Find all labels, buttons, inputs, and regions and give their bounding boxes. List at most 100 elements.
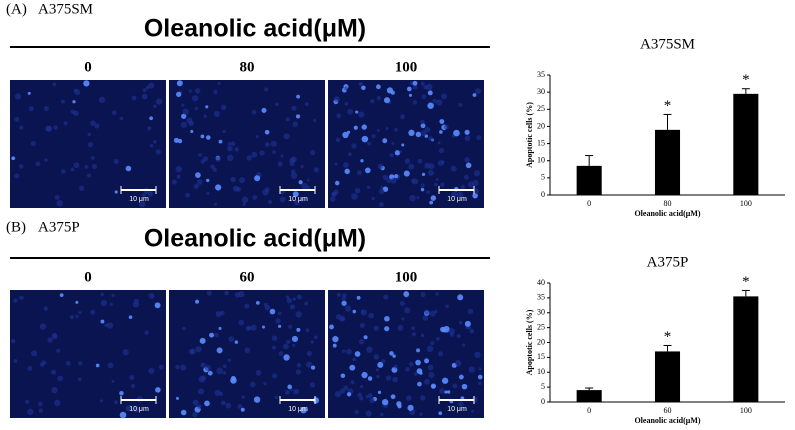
cell-nucleus bbox=[253, 396, 261, 403]
cell-nucleus bbox=[142, 88, 147, 93]
cell-nucleus bbox=[149, 116, 153, 121]
cell-nucleus bbox=[424, 162, 431, 169]
cell-nucleus bbox=[394, 150, 401, 156]
cell-nucleus bbox=[111, 110, 117, 115]
cell-nucleus bbox=[275, 318, 281, 324]
cell-nucleus bbox=[393, 364, 398, 369]
cell-nucleus bbox=[210, 164, 215, 170]
cell-nucleus bbox=[305, 361, 313, 368]
cell-nucleus bbox=[454, 360, 462, 367]
cell-nucleus bbox=[382, 138, 388, 144]
cell-nucleus bbox=[291, 105, 297, 111]
cell-nucleus bbox=[244, 303, 250, 309]
cell-nucleus bbox=[37, 401, 43, 407]
cell-nucleus bbox=[285, 117, 290, 122]
cell-nucleus bbox=[189, 348, 195, 355]
cell-nucleus bbox=[230, 141, 236, 147]
cell-nucleus bbox=[420, 123, 426, 129]
cell-nucleus bbox=[428, 372, 435, 379]
cell-nucleus bbox=[264, 87, 269, 92]
cell-nucleus bbox=[424, 378, 430, 385]
cell-nucleus bbox=[473, 170, 481, 177]
cell-nucleus bbox=[98, 96, 106, 103]
cell-nucleus bbox=[278, 351, 284, 357]
cell-nucleus bbox=[399, 150, 403, 154]
cell-nucleus bbox=[200, 134, 205, 139]
cell-nucleus bbox=[462, 343, 466, 347]
cell-nucleus bbox=[408, 163, 415, 170]
cell-nucleus bbox=[287, 384, 292, 390]
cell-nucleus bbox=[155, 98, 163, 105]
x-tick-label: 100 bbox=[740, 406, 752, 415]
cell-nucleus bbox=[399, 301, 405, 307]
cell-nucleus bbox=[358, 111, 365, 118]
cell-nucleus bbox=[254, 175, 261, 182]
cell-nucleus bbox=[283, 354, 290, 361]
cell-nucleus bbox=[381, 359, 386, 364]
cell-nucleus bbox=[358, 338, 365, 345]
cell-nucleus bbox=[188, 120, 194, 127]
cell-nucleus bbox=[73, 162, 80, 169]
cell-nucleus bbox=[355, 110, 359, 114]
y-tick-label: 25 bbox=[537, 322, 545, 331]
cell-nucleus bbox=[430, 195, 437, 201]
cell-nucleus bbox=[392, 376, 398, 383]
cell-nucleus bbox=[298, 180, 303, 185]
cell-nucleus bbox=[125, 165, 132, 172]
cell-nucleus bbox=[334, 391, 342, 398]
cell-nucleus bbox=[386, 87, 394, 94]
cell-nucleus bbox=[293, 388, 300, 395]
cell-nucleus bbox=[419, 412, 423, 416]
cell-nucleus bbox=[262, 189, 269, 196]
cell-nucleus bbox=[422, 315, 429, 321]
cell-nucleus bbox=[30, 141, 36, 147]
cell-nucleus bbox=[344, 168, 350, 175]
cell-nucleus bbox=[334, 180, 340, 186]
cell-nucleus bbox=[313, 118, 317, 122]
cell-nucleus bbox=[300, 164, 304, 169]
cell-nucleus bbox=[78, 361, 83, 366]
cell-nucleus bbox=[420, 333, 425, 338]
y-axis-label: Apoptotic cells (%) bbox=[525, 102, 534, 168]
y-tick-label: 25 bbox=[537, 104, 545, 113]
cell-nucleus bbox=[153, 139, 157, 144]
cell-nucleus bbox=[31, 350, 38, 357]
scale-bar-label: 10 μm bbox=[129, 406, 149, 413]
cell-nucleus bbox=[421, 94, 427, 100]
cell-nucleus bbox=[226, 154, 234, 162]
cell-nucleus bbox=[342, 161, 349, 168]
cell-nucleus bbox=[361, 371, 368, 379]
cell-nucleus bbox=[416, 348, 420, 353]
cell-nucleus bbox=[175, 165, 183, 173]
y-tick-label: 0 bbox=[541, 397, 545, 406]
cell-nucleus bbox=[227, 145, 233, 152]
cell-nucleus bbox=[84, 164, 89, 169]
cell-nucleus bbox=[90, 155, 95, 160]
cell-nucleus bbox=[441, 93, 448, 100]
cell-nucleus bbox=[83, 80, 90, 87]
y-tick-label: 10 bbox=[537, 367, 545, 376]
cell-nucleus bbox=[158, 364, 164, 370]
cell-nucleus bbox=[329, 324, 334, 330]
cell-nucleus bbox=[180, 409, 187, 416]
cell-nucleus bbox=[342, 131, 349, 139]
cell-nucleus bbox=[44, 158, 48, 162]
cell-nucleus bbox=[264, 304, 271, 311]
cell-nucleus bbox=[131, 95, 137, 101]
cell-nucleus bbox=[270, 140, 277, 147]
cell-nucleus bbox=[359, 396, 364, 401]
cell-nucleus bbox=[113, 158, 119, 165]
cell-nucleus bbox=[441, 377, 449, 384]
cell-nucleus bbox=[245, 325, 252, 332]
cell-nucleus bbox=[296, 94, 301, 99]
cell-nucleus bbox=[119, 116, 124, 121]
cell-nucleus bbox=[412, 84, 418, 90]
cell-nucleus bbox=[195, 172, 201, 179]
cell-nucleus bbox=[477, 374, 483, 380]
x-tick-label: 100 bbox=[740, 199, 752, 208]
cell-nucleus bbox=[464, 129, 470, 135]
cell-nucleus bbox=[90, 309, 96, 315]
cell-nucleus bbox=[215, 184, 222, 191]
cell-nucleus bbox=[436, 99, 443, 106]
cell-nucleus bbox=[13, 358, 18, 363]
